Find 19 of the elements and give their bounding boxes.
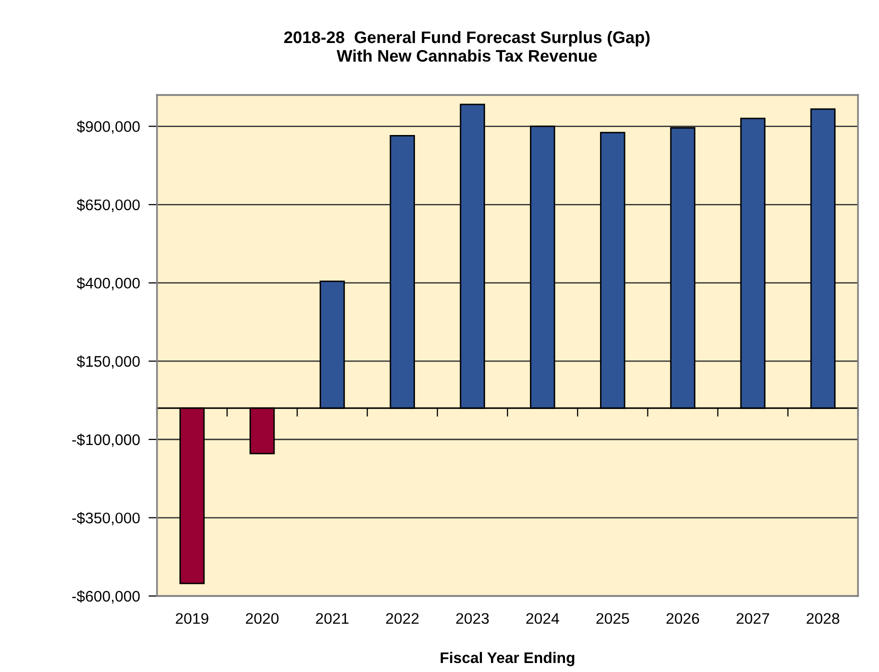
chart-title: 2018-28 General Fund Forecast Surplus (Gap) With New Cannabis Tax Revenue [284,30,650,62]
y-tick-label: $900,000 [76,120,140,134]
x-tick-label: 2027 [736,613,770,624]
y-tick-label: -$100,000 [72,434,140,447]
x-tick-label: 2023 [456,613,489,624]
x-tick-label: 2021 [316,613,348,624]
x-axis-title: Fiscal Year Ending [440,652,574,666]
x-tick-label: 2028 [806,613,840,624]
y-tick-label: $150,000 [76,355,140,369]
y-tick-label: -$350,000 [72,512,140,526]
x-tick-label: 2020 [246,613,279,624]
y-tick-label: $650,000 [76,198,140,212]
y-tick-label: -$600,000 [72,590,140,604]
x-tick-label: 2026 [666,613,700,624]
x-tick-label: 2024 [526,613,560,624]
x-tick-label: 2019 [176,613,208,624]
x-tick-label: 2025 [596,613,630,624]
x-tick-label: 2022 [386,613,419,624]
y-tick-label: $400,000 [76,277,140,290]
